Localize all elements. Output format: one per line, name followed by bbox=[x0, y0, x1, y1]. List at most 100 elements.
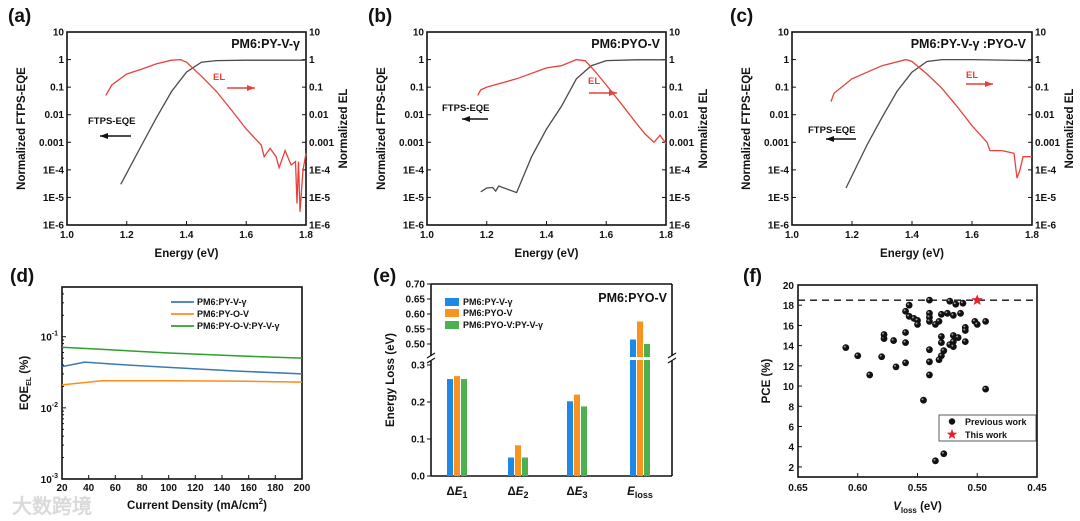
bar bbox=[581, 406, 587, 476]
scatter-point-highlight bbox=[941, 451, 944, 454]
axis-break-icon bbox=[426, 352, 436, 364]
x-axis-label-text: V bbox=[893, 501, 902, 513]
y-tick-label: 1E-6 bbox=[43, 221, 65, 232]
x-axis-label: Vloss (eV) bbox=[893, 501, 942, 515]
star-point bbox=[971, 294, 983, 305]
arrowhead-icon bbox=[462, 116, 470, 122]
scatter-point bbox=[926, 296, 933, 304]
x-tick-label: 1.0 bbox=[420, 230, 434, 241]
x-axis-label: Current Density (mA/cm2) bbox=[127, 497, 267, 512]
y-tick-label: 12 bbox=[783, 362, 795, 373]
scatter-point bbox=[902, 359, 909, 367]
panel-label: (a) bbox=[8, 6, 31, 27]
panel-label: (d) bbox=[10, 266, 34, 287]
y-axis-label-text: EQE bbox=[19, 386, 31, 411]
legend-label: This work bbox=[965, 430, 1008, 440]
panel-a: (a) 10 10 1 1 0.1 0.1 0.01 0.01 0.001 0.001 1E-4 1E-… bbox=[8, 6, 350, 260]
scatter-point-highlight bbox=[903, 340, 906, 343]
y-axis-label: PCE (%) bbox=[761, 358, 773, 403]
y-tick-label: 1E-5 bbox=[403, 193, 425, 204]
scatter-point-highlight bbox=[939, 334, 942, 337]
axis-break-icon bbox=[667, 352, 677, 364]
x-tick-label: 1.6 bbox=[239, 230, 253, 241]
scatter-point-highlight bbox=[937, 357, 940, 360]
y-tick-label: 0.001 bbox=[39, 138, 64, 149]
legend-marker-circle bbox=[948, 418, 956, 425]
category-sub: 1 bbox=[462, 490, 467, 500]
x-tick-label: 0.65 bbox=[788, 483, 808, 494]
x-tick-label: 120 bbox=[187, 483, 204, 494]
ftps-eqe-curve bbox=[845, 58, 1033, 189]
scatter-point bbox=[946, 297, 954, 305]
y-tick-label: 10-3 bbox=[41, 473, 58, 486]
bar bbox=[574, 394, 580, 476]
scatter-point-highlight bbox=[963, 325, 966, 328]
panel-b: (b) 10 10 1 1 0.1 0.1 0.01 0.01 0.001 0.001 1E-4 1E-… bbox=[368, 6, 710, 260]
scatter-point-highlight bbox=[933, 322, 936, 325]
arrowhead-icon bbox=[247, 85, 255, 91]
y-tick-label: 1E-4 bbox=[768, 165, 790, 176]
y-tick-label-right: 1 bbox=[1035, 55, 1041, 66]
tick-exponent: -1 bbox=[52, 331, 58, 338]
x-tick-label: 140 bbox=[214, 483, 231, 494]
scatter-point-highlight bbox=[939, 340, 942, 343]
scatter-point-highlight bbox=[947, 299, 950, 302]
scatter-point-highlight bbox=[947, 342, 950, 345]
series-line bbox=[61, 346, 303, 359]
scatter-point-highlight bbox=[907, 314, 910, 317]
scatter-point-highlight bbox=[903, 330, 906, 333]
x-tick-label: 40 bbox=[83, 483, 95, 494]
y-tick-label-right: 10 bbox=[1035, 28, 1047, 39]
bar bbox=[630, 339, 636, 476]
scatter-point-highlight bbox=[951, 339, 954, 342]
x-axis-label: Energy (eV) bbox=[155, 248, 219, 260]
x-axis-label-text: Current Density (mA/cm bbox=[127, 500, 259, 512]
scatter-point bbox=[842, 344, 850, 352]
legend-marker-star bbox=[946, 429, 958, 439]
scatter-point-highlight bbox=[915, 318, 918, 321]
scatter-point-highlight bbox=[956, 335, 959, 338]
y-tick-label-right: 0.01 bbox=[669, 110, 689, 121]
scatter-point-highlight bbox=[939, 353, 942, 356]
y-tick-label: 0.1 bbox=[50, 83, 64, 94]
x-axis-label-end: (eV) bbox=[917, 501, 942, 513]
scatter-point-highlight bbox=[960, 301, 963, 304]
x-tick-label: 0.45 bbox=[1027, 483, 1047, 494]
scatter-point bbox=[890, 337, 897, 344]
y-tick-label-right: 1E-5 bbox=[1035, 193, 1057, 204]
scatter-point bbox=[973, 321, 981, 328]
y-tick-label: 1E-5 bbox=[43, 193, 65, 204]
scatter-point bbox=[892, 363, 900, 371]
y-tick-label-right: 0.01 bbox=[309, 110, 329, 121]
y-tick-label: 18 bbox=[783, 301, 795, 312]
scatter-point-highlight bbox=[915, 322, 918, 325]
scatter-point bbox=[961, 327, 969, 334]
scatter-point bbox=[905, 301, 913, 309]
plot-frame bbox=[61, 286, 303, 480]
y-tick-label: 10-1 bbox=[41, 331, 58, 344]
scatter-point-highlight bbox=[945, 311, 948, 314]
y-tick-label: 1 bbox=[418, 55, 424, 66]
tick-base: 10 bbox=[41, 404, 53, 415]
el-curve bbox=[477, 58, 667, 144]
scatter-point-highlight bbox=[855, 353, 858, 356]
y-tick-label: 10 bbox=[783, 382, 795, 393]
y-tick-label: 1E-5 bbox=[768, 193, 790, 204]
arrowhead-icon bbox=[826, 136, 834, 142]
y-tick-label-right: 10 bbox=[309, 28, 321, 39]
scatter-point-highlight bbox=[879, 354, 882, 357]
y-tick-label-right: 10 bbox=[669, 28, 681, 39]
y-tick-label-right: 1E-5 bbox=[669, 193, 691, 204]
y-tick-label: 8 bbox=[788, 402, 794, 413]
y-axis-label-end: (%) bbox=[19, 356, 31, 377]
y-axis-label-sub: EL bbox=[26, 376, 33, 386]
y-axis-label: Normalized FTPS-EQE bbox=[376, 67, 388, 190]
y-tick-label-right: 1E-6 bbox=[1035, 221, 1057, 232]
x-tick-label: 20 bbox=[56, 483, 68, 494]
category-main: E bbox=[516, 486, 524, 498]
scatter-point-highlight bbox=[972, 319, 975, 322]
y-tick-label: 2 bbox=[788, 463, 794, 474]
y-tick-label: 16 bbox=[783, 321, 795, 332]
x-tick-label: 100 bbox=[160, 483, 177, 494]
x-tick-label: 80 bbox=[136, 483, 148, 494]
